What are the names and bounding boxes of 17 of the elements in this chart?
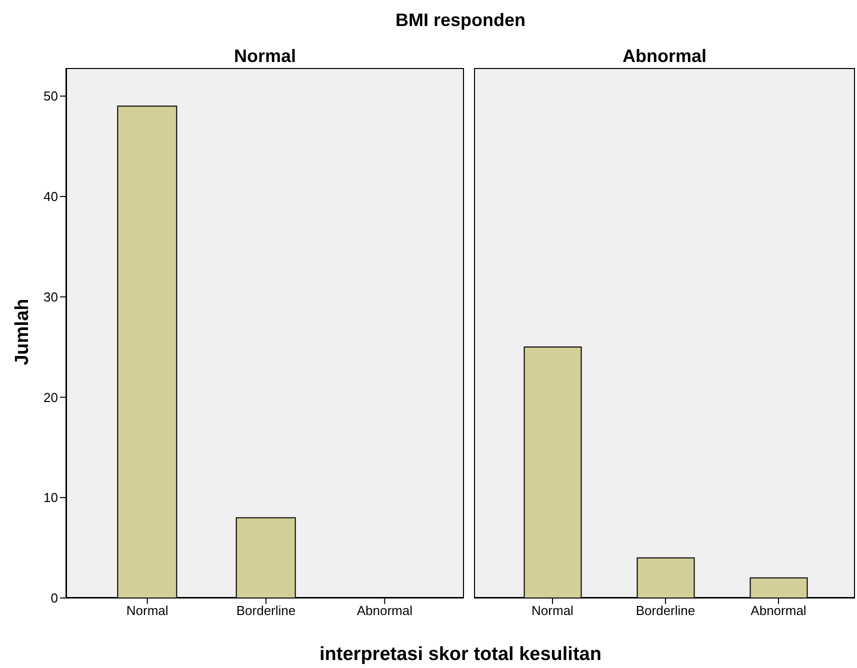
x-tick-label: Normal — [532, 603, 574, 618]
x-tick-label: Abnormal — [750, 603, 806, 618]
y-tick-label: 20 — [44, 390, 58, 405]
x-axis-title: interpretasi skor total kesulitan — [318, 644, 602, 666]
y-tick-label: 30 — [44, 289, 58, 304]
x-tick-label: Borderline — [636, 603, 696, 618]
chart-title: Normal — [232, 46, 297, 67]
y-axis-title: Jumlah — [12, 298, 34, 367]
x-tick-label: Normal — [126, 603, 168, 618]
x-tick-label: Abnormal — [356, 603, 413, 618]
chart-title: Abnormal — [621, 46, 708, 67]
y-tick-label: 0 — [50, 590, 58, 606]
y-tick-label: 40 — [44, 189, 58, 204]
y-tick-label: 50 — [44, 88, 58, 104]
chart-subtitle: BMI responden — [394, 10, 526, 31]
y-tick-label: 10 — [44, 490, 58, 506]
x-tick-label: Borderline — [236, 603, 296, 618]
